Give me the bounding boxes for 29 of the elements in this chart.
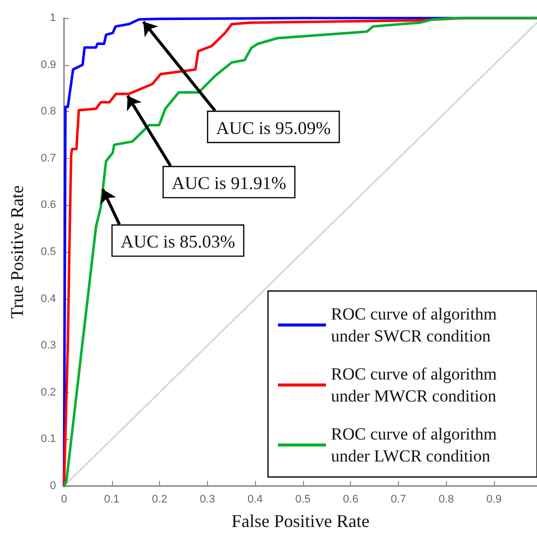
- x-tick-label: 0: [60, 494, 68, 506]
- x-tick-label: 0.6: [343, 494, 358, 506]
- y-tick-label: 0.1: [40, 433, 56, 446]
- x-axis-title: False Positive Rate: [232, 511, 370, 531]
- y-tick-label: 0.3: [40, 340, 56, 352]
- y-tick-label: 0.4: [40, 292, 56, 305]
- x-tick-label: 0.8: [438, 494, 454, 506]
- y-tick-label: 0.2: [40, 386, 56, 398]
- y-tick-label: 0.8: [40, 106, 56, 118]
- x-tick-label: 0.2: [152, 494, 168, 506]
- annotation: AUC is 91.91%: [172, 173, 286, 194]
- x-tick-label: 0.7: [390, 494, 406, 506]
- legend-label: ROC curve of algorithm under SWCR condition: [331, 304, 501, 346]
- legend-label: ROC curve of algorithm under MWCR condition: [331, 364, 501, 406]
- y-tick-label: 0.9: [40, 58, 56, 71]
- x-tick-label: 0.1: [104, 494, 120, 506]
- legend-label: ROC curve of algorithm under LWCR condition: [331, 424, 501, 466]
- y-tick-label: 1: [50, 12, 56, 24]
- x-tick-label: 0.3: [200, 494, 215, 506]
- y-tick-label: 0.5: [40, 246, 56, 258]
- y-tick-label: 0.7: [40, 152, 56, 164]
- y-tick-label: 0.6: [40, 199, 56, 212]
- annotation: AUC is 85.03%: [120, 232, 236, 252]
- y-tick-label: 0: [50, 480, 56, 492]
- annotation: AUC is 95.09%: [216, 118, 331, 138]
- x-tick-label: 0.9: [486, 494, 502, 506]
- y-axis-title: True Positive Rate: [7, 185, 27, 319]
- x-tick-label: 0.5: [295, 494, 311, 506]
- x-tick-label: 0.4: [247, 494, 263, 506]
